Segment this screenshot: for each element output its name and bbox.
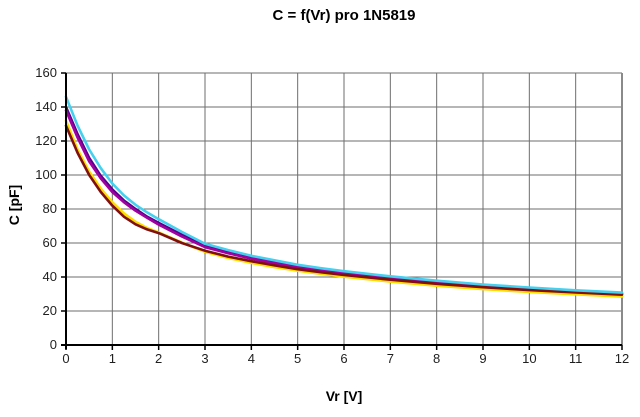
chart-title: C = f(Vr) pro 1N5819 <box>272 7 416 24</box>
y-tick-label: 20 <box>43 303 57 318</box>
y-tick-label: 60 <box>43 235 57 250</box>
x-tick-label: 6 <box>340 351 347 366</box>
x-tick-label: 4 <box>248 351 255 366</box>
x-tick-label: 8 <box>433 351 440 366</box>
y-axis-title: C [pF] <box>6 184 22 226</box>
x-tick-label: 12 <box>615 351 629 366</box>
x-axis-title: Vr [V] <box>325 388 363 404</box>
x-tick-label: 0 <box>62 351 69 366</box>
y-tick-label: 140 <box>35 99 57 114</box>
y-tick-label: 80 <box>43 201 57 216</box>
series-cyan-line <box>64 95 624 294</box>
x-tick-label: 1 <box>109 351 116 366</box>
series-dark-red-line <box>64 124 624 297</box>
y-tick-label: 40 <box>43 269 57 284</box>
x-tick-label: 2 <box>155 351 162 366</box>
x-tick-label: 7 <box>387 351 394 366</box>
x-tick-label: 10 <box>522 351 536 366</box>
x-tick-label: 5 <box>294 351 301 366</box>
y-tick-label: 160 <box>35 65 57 80</box>
series-yellow-line <box>64 119 624 298</box>
y-tick-label: 120 <box>35 133 57 148</box>
y-tick-label: 0 <box>50 337 57 352</box>
series-magenta-line <box>64 109 624 296</box>
x-tick-label: 3 <box>201 351 208 366</box>
x-tick-label: 9 <box>479 351 486 366</box>
x-tick-label: 11 <box>569 351 583 366</box>
y-tick-label: 100 <box>35 167 57 182</box>
